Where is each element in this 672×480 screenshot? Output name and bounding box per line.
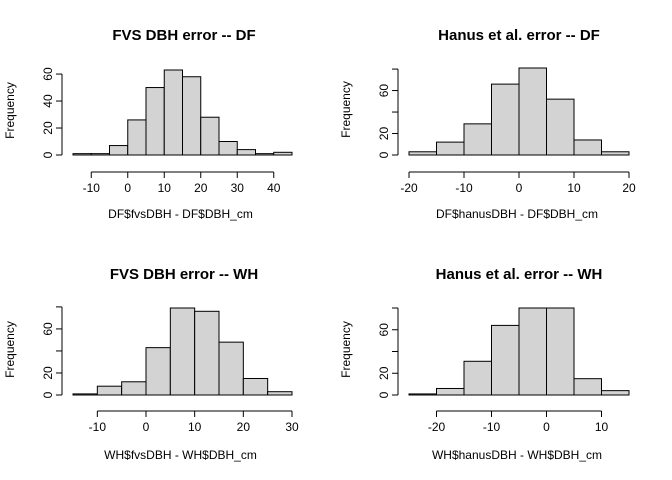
y-tick-label: 20 [377, 366, 391, 380]
x-tick-label: -20 [428, 420, 446, 434]
histogram-bar [255, 153, 275, 156]
y-tick-label: 60 [377, 323, 391, 337]
x-axis-label: DF$fvsDBH - DF$DBH_cm [108, 207, 253, 221]
histogram-bar [218, 341, 244, 396]
histogram-bar [491, 83, 520, 156]
y-tick-label: 20 [41, 121, 55, 135]
x-tick-label: 10 [567, 181, 581, 195]
x-tick-label: -20 [400, 181, 418, 195]
x-tick-label: 10 [158, 181, 172, 195]
histogram-bar [145, 87, 165, 156]
histogram-panel-2: -20 -10 0 10 20 0 20 60 Hanus et al. error -- DF… [339, 27, 636, 221]
histogram-bar [491, 324, 520, 396]
x-axis-label: DF$hanusDBH - DF$DBH_cm [436, 207, 598, 221]
y-axis-label: Frequency [3, 321, 17, 378]
histogram-bar [145, 347, 171, 396]
histogram-bar [573, 378, 602, 396]
x-tick-label: -10 [83, 181, 101, 195]
histogram-bar [242, 377, 269, 396]
y-axis-label: Frequency [339, 81, 353, 138]
histogram-bar [218, 141, 238, 156]
histogram-bar [72, 393, 98, 396]
x-tick-label: 20 [194, 181, 208, 195]
y-axis-label: Frequency [339, 321, 353, 378]
histogram-bar [236, 149, 256, 156]
chart-title: FVS DBH error -- DF [112, 27, 255, 44]
histogram-bar [463, 360, 492, 396]
x-axis-label: WH$hanusDBH - WH$DBH_cm [432, 448, 602, 462]
x-tick-label: 10 [595, 420, 609, 434]
x-tick-label: 20 [622, 181, 636, 195]
x-tick-label: -10 [455, 181, 473, 195]
y-tick-label: 60 [41, 322, 55, 336]
x-tick-label: -10 [89, 420, 107, 434]
x-tick-label: 0 [124, 181, 131, 195]
y-tick-label: 20 [377, 127, 391, 141]
y-tick-label: 60 [41, 67, 55, 81]
histogram-bar [546, 98, 575, 156]
histogram-bar [518, 307, 547, 396]
chart-title: Hanus et al. error -- WH [436, 266, 603, 283]
histogram-bar [109, 145, 129, 156]
chart-title: FVS DBH error -- WH [110, 266, 258, 283]
histogram-panel-3: -10 0 10 20 30 0 20 60 FVS DBH error -- WH WH$fvs… [3, 266, 299, 462]
y-tick-label: 0 [377, 151, 391, 158]
x-tick-label: 0 [143, 420, 150, 434]
x-tick-label: 0 [516, 181, 523, 195]
histogram-bar [194, 310, 220, 396]
x-tick-label: 30 [231, 181, 245, 195]
y-tick-label: 40 [41, 94, 55, 108]
chart-title: Hanus et al. error -- DF [438, 27, 600, 44]
y-tick-label: 0 [41, 151, 55, 158]
histogram-bar [518, 67, 547, 156]
histogram-bar [127, 119, 147, 156]
x-tick-label: 10 [188, 420, 202, 434]
histogram-bar [200, 116, 220, 156]
y-axis-label: Frequency [3, 82, 17, 139]
histogram-panel-1: -10 0 10 20 30 40 0 20 40 60 FVS DBH error -- DF DF… [3, 27, 293, 221]
y-tick-label: 60 [377, 84, 391, 98]
histogram-bar [267, 391, 293, 396]
y-tick-label: 0 [41, 391, 55, 398]
histogram-bar [169, 307, 196, 396]
histogram-bar [573, 139, 602, 156]
histogram-bar [436, 141, 465, 156]
histogram-bar [273, 151, 293, 156]
x-tick-label: 30 [285, 420, 299, 434]
histogram-bar [408, 151, 437, 156]
histogram-bar [90, 153, 110, 156]
histogram-panel-4: -20 -10 0 10 0 20 60 Hanus et al. error -- WH WH… [339, 266, 630, 462]
histogram-bar [163, 69, 183, 156]
histogram-bar [96, 385, 123, 396]
x-tick-label: -10 [483, 420, 501, 434]
histogram-bar [121, 381, 147, 396]
histogram-bar [601, 151, 630, 156]
x-axis-label: WH$fvsDBH - WH$DBH_cm [104, 448, 257, 462]
histogram-bar [436, 387, 465, 396]
histogram-bar [546, 307, 575, 396]
x-tick-label: 40 [267, 181, 281, 195]
y-tick-label: 0 [377, 391, 391, 398]
x-tick-label: 20 [237, 420, 251, 434]
histogram-bar [408, 393, 437, 396]
histogram-bar [182, 76, 202, 156]
x-tick-label: 0 [543, 420, 550, 434]
y-tick-label: 20 [41, 366, 55, 380]
histogram-bar [72, 153, 92, 156]
histogram-bar [601, 390, 630, 396]
histogram-bar [463, 123, 492, 156]
